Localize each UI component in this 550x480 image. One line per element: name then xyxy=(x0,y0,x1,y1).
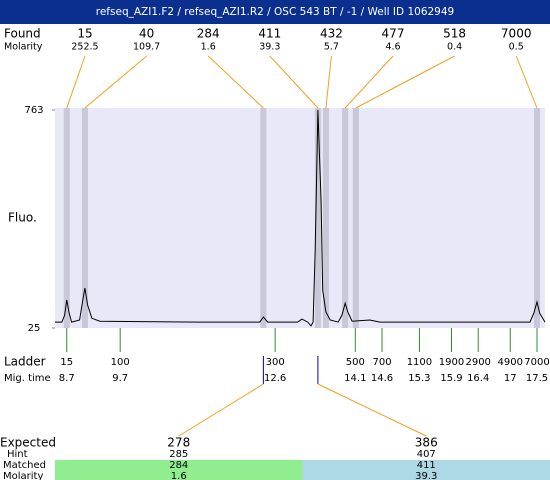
found-connector xyxy=(84,55,147,109)
ladder-time: 9.7 xyxy=(112,373,128,384)
ladder-time: 17.5 xyxy=(526,373,548,384)
peak-band xyxy=(533,108,540,328)
ladder-time: 12.6 xyxy=(264,373,286,384)
found-molarity: 5.7 xyxy=(324,42,339,53)
matched-molarity: 39.3 xyxy=(415,471,437,480)
peak-band xyxy=(260,108,267,328)
expected-connector xyxy=(317,383,427,437)
ladder-size: 4900 xyxy=(498,357,523,368)
ladder-time: 15.9 xyxy=(440,373,462,384)
found-molarity: 39.3 xyxy=(259,42,280,53)
found-connector xyxy=(325,55,332,109)
matched-band xyxy=(55,460,303,480)
found-size: 411 xyxy=(258,27,281,41)
ladder-size: 1100 xyxy=(407,357,432,368)
hint-size: 407 xyxy=(417,449,436,460)
found-molarity: 0.4 xyxy=(447,42,462,53)
ladder-size: 500 xyxy=(346,357,365,368)
found-connector xyxy=(355,55,455,109)
ladder-size: 7000 xyxy=(524,357,549,368)
peak-band xyxy=(352,108,359,328)
y-tick-label: 25 xyxy=(28,323,41,334)
y-tick-label: 763 xyxy=(24,105,43,116)
found-label: Found xyxy=(4,27,41,41)
ladder-label: Ladder xyxy=(4,355,46,369)
found-connector xyxy=(66,55,86,109)
ladder-size: 15 xyxy=(60,357,73,368)
found-connector xyxy=(207,55,264,109)
found-size: 284 xyxy=(197,27,220,41)
found-connector xyxy=(344,55,394,109)
matched-size: 284 xyxy=(169,460,188,471)
ladder-time: 15.3 xyxy=(408,373,430,384)
peak-band xyxy=(81,108,88,328)
hint-size: 285 xyxy=(169,449,188,460)
peak-band xyxy=(342,108,349,328)
ladder-size: 2900 xyxy=(465,357,490,368)
expected-connector xyxy=(178,383,264,437)
found-molarity: 4.6 xyxy=(385,42,400,53)
found-size: 40 xyxy=(139,27,154,41)
trace xyxy=(55,109,546,327)
expected-molarity-label: Molarity xyxy=(3,471,43,480)
matched-size: 411 xyxy=(417,460,436,471)
title: refseq_AZI1.F2 / refseq_AZI1.R2 / OSC 54… xyxy=(96,6,454,18)
found-size: 15 xyxy=(77,27,92,41)
peak-band xyxy=(314,108,321,328)
title-bar xyxy=(0,0,550,24)
found-connector xyxy=(269,55,319,109)
found-molarity: 252.5 xyxy=(71,42,98,53)
found-molarity: 0.5 xyxy=(509,42,524,53)
peak-band xyxy=(63,108,70,328)
matched-label: Matched xyxy=(3,460,46,471)
ladder-size: 700 xyxy=(372,357,391,368)
ladder-size: 1900 xyxy=(439,357,464,368)
expected-size: 278 xyxy=(167,436,190,450)
migtime-label: Mig. time xyxy=(4,373,51,384)
plot-area xyxy=(55,108,545,328)
ladder-time: 17 xyxy=(504,373,517,384)
found-size: 432 xyxy=(320,27,343,41)
molarity-label: Molarity xyxy=(4,42,43,53)
found-connector xyxy=(515,55,538,109)
matched-band xyxy=(302,460,550,480)
expected-size: 386 xyxy=(415,436,438,450)
hint-label: Hint xyxy=(7,449,28,460)
matched-molarity: 1.6 xyxy=(171,471,187,480)
ladder-time: 14.1 xyxy=(344,373,366,384)
peak-band xyxy=(322,108,329,328)
ladder-time: 14.6 xyxy=(371,373,393,384)
ladder-time: 8.7 xyxy=(59,373,75,384)
y-axis-label: Fluo. xyxy=(8,211,37,225)
found-size: 7000 xyxy=(501,27,532,41)
found-size: 477 xyxy=(382,27,405,41)
ladder-size: 300 xyxy=(266,357,285,368)
found-molarity: 1.6 xyxy=(201,42,216,53)
found-size: 518 xyxy=(443,27,466,41)
found-molarity: 109.7 xyxy=(133,42,160,53)
ladder-size: 100 xyxy=(111,357,130,368)
ladder-time: 16.4 xyxy=(467,373,489,384)
expected-label: Expected xyxy=(0,436,56,450)
